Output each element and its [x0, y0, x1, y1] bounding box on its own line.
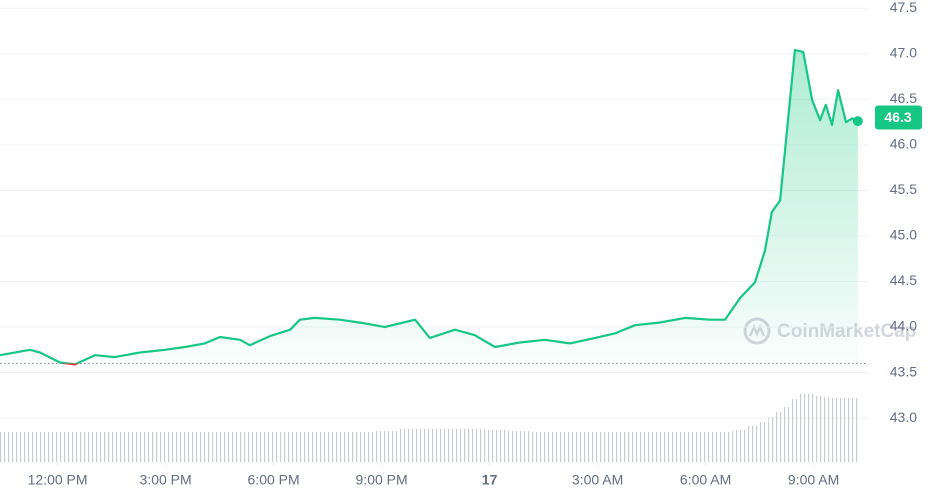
- price-line: [0, 49, 859, 366]
- volume-bar: [759, 422, 769, 462]
- x-tick-label: 6:00 PM: [248, 472, 300, 488]
- last-point: [852, 116, 863, 127]
- y-tick-label: 43.0: [890, 409, 917, 425]
- volume-bar: [807, 394, 817, 462]
- volume-bar: [783, 407, 791, 462]
- volume-bar: [557, 432, 583, 462]
- volume-bar: [775, 412, 784, 462]
- volume-bar: [127, 432, 153, 462]
- volume-bar: [399, 429, 423, 462]
- volume-bar: [582, 432, 605, 462]
- volume-bar: [672, 432, 698, 462]
- volume-bar: [604, 432, 625, 462]
- y-tick-label: 47.5: [890, 0, 917, 15]
- y-tick-label: 45.0: [890, 227, 917, 243]
- volume-bar: [152, 432, 175, 462]
- x-tick-label: 6:00 AM: [680, 472, 731, 488]
- volume-bar: [327, 432, 353, 462]
- volume-bar: [422, 429, 443, 462]
- x-tick-label: 9:00 PM: [356, 472, 408, 488]
- price-area: [0, 50, 858, 365]
- y-tick-label: 46.5: [890, 90, 917, 106]
- volume-bar: [259, 432, 281, 462]
- volume-bar: [464, 429, 485, 462]
- volume-bar: [799, 394, 808, 462]
- volume-bar: [717, 432, 733, 462]
- volume-bar: [34, 432, 51, 462]
- y-tick-label: 46.0: [890, 136, 917, 152]
- x-tick-label: 9:00 AM: [788, 472, 839, 488]
- volume-bar: [104, 432, 128, 462]
- price-tag-label: 46.3: [884, 109, 911, 125]
- volume-bar: [647, 432, 673, 462]
- y-tick-label: 45.5: [890, 181, 917, 197]
- volume-bar: [230, 432, 245, 462]
- volume-bar: [84, 432, 105, 462]
- volume-bar: [822, 397, 829, 462]
- x-tick-label: 3:00 PM: [140, 472, 192, 488]
- volume-bar: [842, 398, 850, 462]
- volume-bar: [374, 431, 400, 462]
- volume-bar: [835, 398, 843, 462]
- volume-bar: [212, 432, 231, 462]
- volume-bar: [790, 399, 800, 462]
- volume-bar: [295, 432, 308, 462]
- volume-bar: [624, 432, 648, 462]
- volume-bar: [697, 432, 718, 462]
- x-tick-label: 17: [482, 472, 498, 488]
- volume-bar: [280, 432, 296, 462]
- price-tag: [875, 105, 922, 130]
- y-tick-label: 47.0: [890, 44, 917, 60]
- volume-bar: [732, 430, 748, 462]
- volume-bar: [768, 417, 776, 462]
- volume-bar: [50, 432, 68, 462]
- volume-bar: [816, 396, 823, 462]
- volume-bar: [442, 429, 465, 462]
- volume-bar: [67, 432, 85, 462]
- x-tick-label: 3:00 AM: [572, 472, 623, 488]
- volume-bar: [244, 432, 260, 462]
- y-tick-label: 44.5: [890, 272, 917, 288]
- volume-bar: [532, 432, 558, 462]
- volume-bar: [747, 426, 760, 462]
- volume-bar: [484, 430, 508, 462]
- volume-bar: [174, 432, 195, 462]
- y-tick-label: 44.0: [890, 318, 917, 334]
- volume-bar: [14, 432, 35, 462]
- x-tick-label: 12:00 PM: [28, 472, 88, 488]
- volume-bar: [194, 432, 213, 462]
- volume-bar: [855, 398, 858, 462]
- volume-bar: [849, 398, 855, 462]
- volume-bar: [507, 431, 533, 462]
- y-tick-label: 43.5: [890, 363, 917, 379]
- volume-bar: [307, 432, 328, 462]
- volume-bar: [352, 432, 375, 462]
- volume-bar: [0, 432, 15, 462]
- volume-bar: [828, 398, 836, 462]
